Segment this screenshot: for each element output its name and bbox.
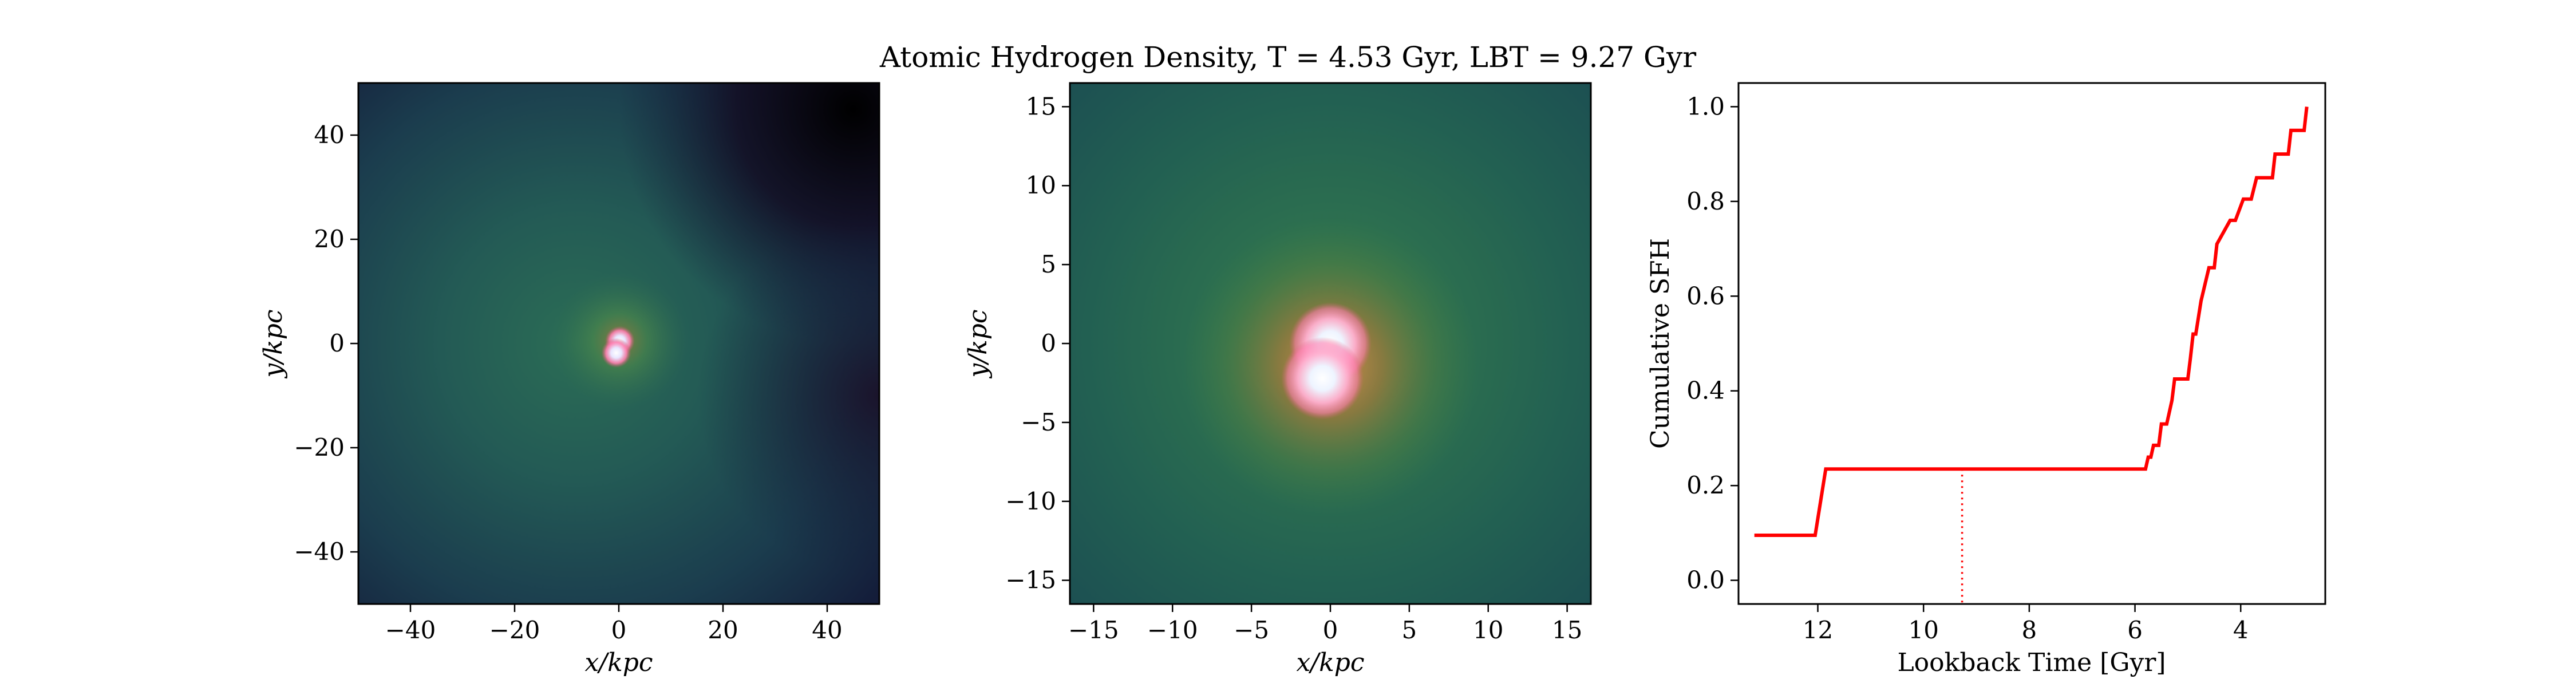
sfh-xtick-label: 6 — [2127, 616, 2143, 644]
wide-map-xtick-label: −20 — [489, 616, 540, 644]
zoom-map-xtick-label: −5 — [1234, 616, 1269, 644]
zoom-map-xtick-label: 10 — [1473, 616, 1503, 644]
zoom-map-ytick-label: −15 — [1005, 566, 1056, 594]
zoom-map-xtick-label: −15 — [1068, 616, 1119, 644]
sfh-series-line — [1754, 106, 2309, 537]
sfh-frame — [1737, 82, 2326, 605]
zoom-map-ytick-label: 5 — [1041, 250, 1056, 278]
sfh-xtick-label: 12 — [1803, 616, 1833, 644]
wide-map-ytick-label: 20 — [314, 225, 345, 253]
wide-map-ytick-label: −20 — [294, 433, 345, 461]
wide-map-panel: −40 −20 0 20 40 −40 −20 0 20 40 x/kpc y/kpc — [259, 82, 880, 677]
sfh-ylabel: Cumulative SFH — [1646, 238, 1675, 449]
wide-map-xtick-label: −40 — [385, 616, 436, 644]
figure-title: Atomic Hydrogen Density, T = 4.53 Gyr, L… — [879, 41, 1696, 74]
zoom-map-xtick-label: 15 — [1552, 616, 1582, 644]
sfh-xtick-label: 4 — [2233, 616, 2249, 644]
wide-map-source — [601, 338, 631, 368]
wide-map-xtick-label: 0 — [611, 616, 627, 644]
sfh-ytick-label: 1.0 — [1686, 92, 1725, 120]
wide-map-xlabel: x/kpc — [584, 648, 653, 677]
zoom-map-source — [1281, 337, 1364, 420]
zoom-map-xtick-label: 0 — [1323, 616, 1338, 644]
zoom-map-ytick-label: −10 — [1005, 487, 1056, 515]
zoom-map-image — [1070, 83, 1591, 604]
sfh-ytick-label: 0.0 — [1686, 566, 1725, 594]
wide-map-xtick-label: 40 — [812, 616, 842, 644]
zoom-map-ylabel: y/kpc — [963, 309, 993, 378]
sfh-xtick-label: 8 — [2022, 616, 2037, 644]
sfh-xtick-label: 10 — [1908, 616, 1938, 644]
sfh-ytick-label: 0.8 — [1686, 187, 1725, 215]
wide-map-xtick-label: 20 — [708, 616, 738, 644]
sfh-ytick-label: 0.4 — [1686, 377, 1725, 405]
wide-map-ytick-label: 0 — [329, 329, 345, 357]
wide-map-ytick-label: −40 — [294, 538, 345, 566]
wide-map-image — [358, 83, 879, 604]
wide-map-ylabel: y/kpc — [259, 309, 288, 378]
zoom-map-xtick-label: −10 — [1147, 616, 1198, 644]
sfh-ytick-label: 0.6 — [1686, 282, 1725, 310]
zoom-map-ytick-label: −5 — [1021, 408, 1056, 436]
zoom-map-ytick-label: 10 — [1026, 171, 1056, 199]
sfh-panel: 12 10 8 6 4 0.0 0.2 0.4 0.6 0.8 1.0 Lookback Time … — [1646, 82, 2326, 677]
zoom-map-panel: −15 −10 −5 0 5 10 15 −15 −10 −5 0 5 10 15 x/kpc y/kpc — [963, 82, 1592, 677]
wide-map-ytick-label: 40 — [314, 121, 345, 149]
zoom-map-xtick-label: 5 — [1402, 616, 1417, 644]
sfh-xlabel: Lookback Time [Gyr] — [1897, 648, 2166, 677]
sfh-ytick-label: 0.2 — [1686, 471, 1725, 499]
zoom-map-ytick-label: 15 — [1026, 92, 1056, 120]
zoom-map-xlabel: x/kpc — [1296, 648, 1364, 677]
zoom-map-ytick-label: 0 — [1041, 329, 1056, 357]
